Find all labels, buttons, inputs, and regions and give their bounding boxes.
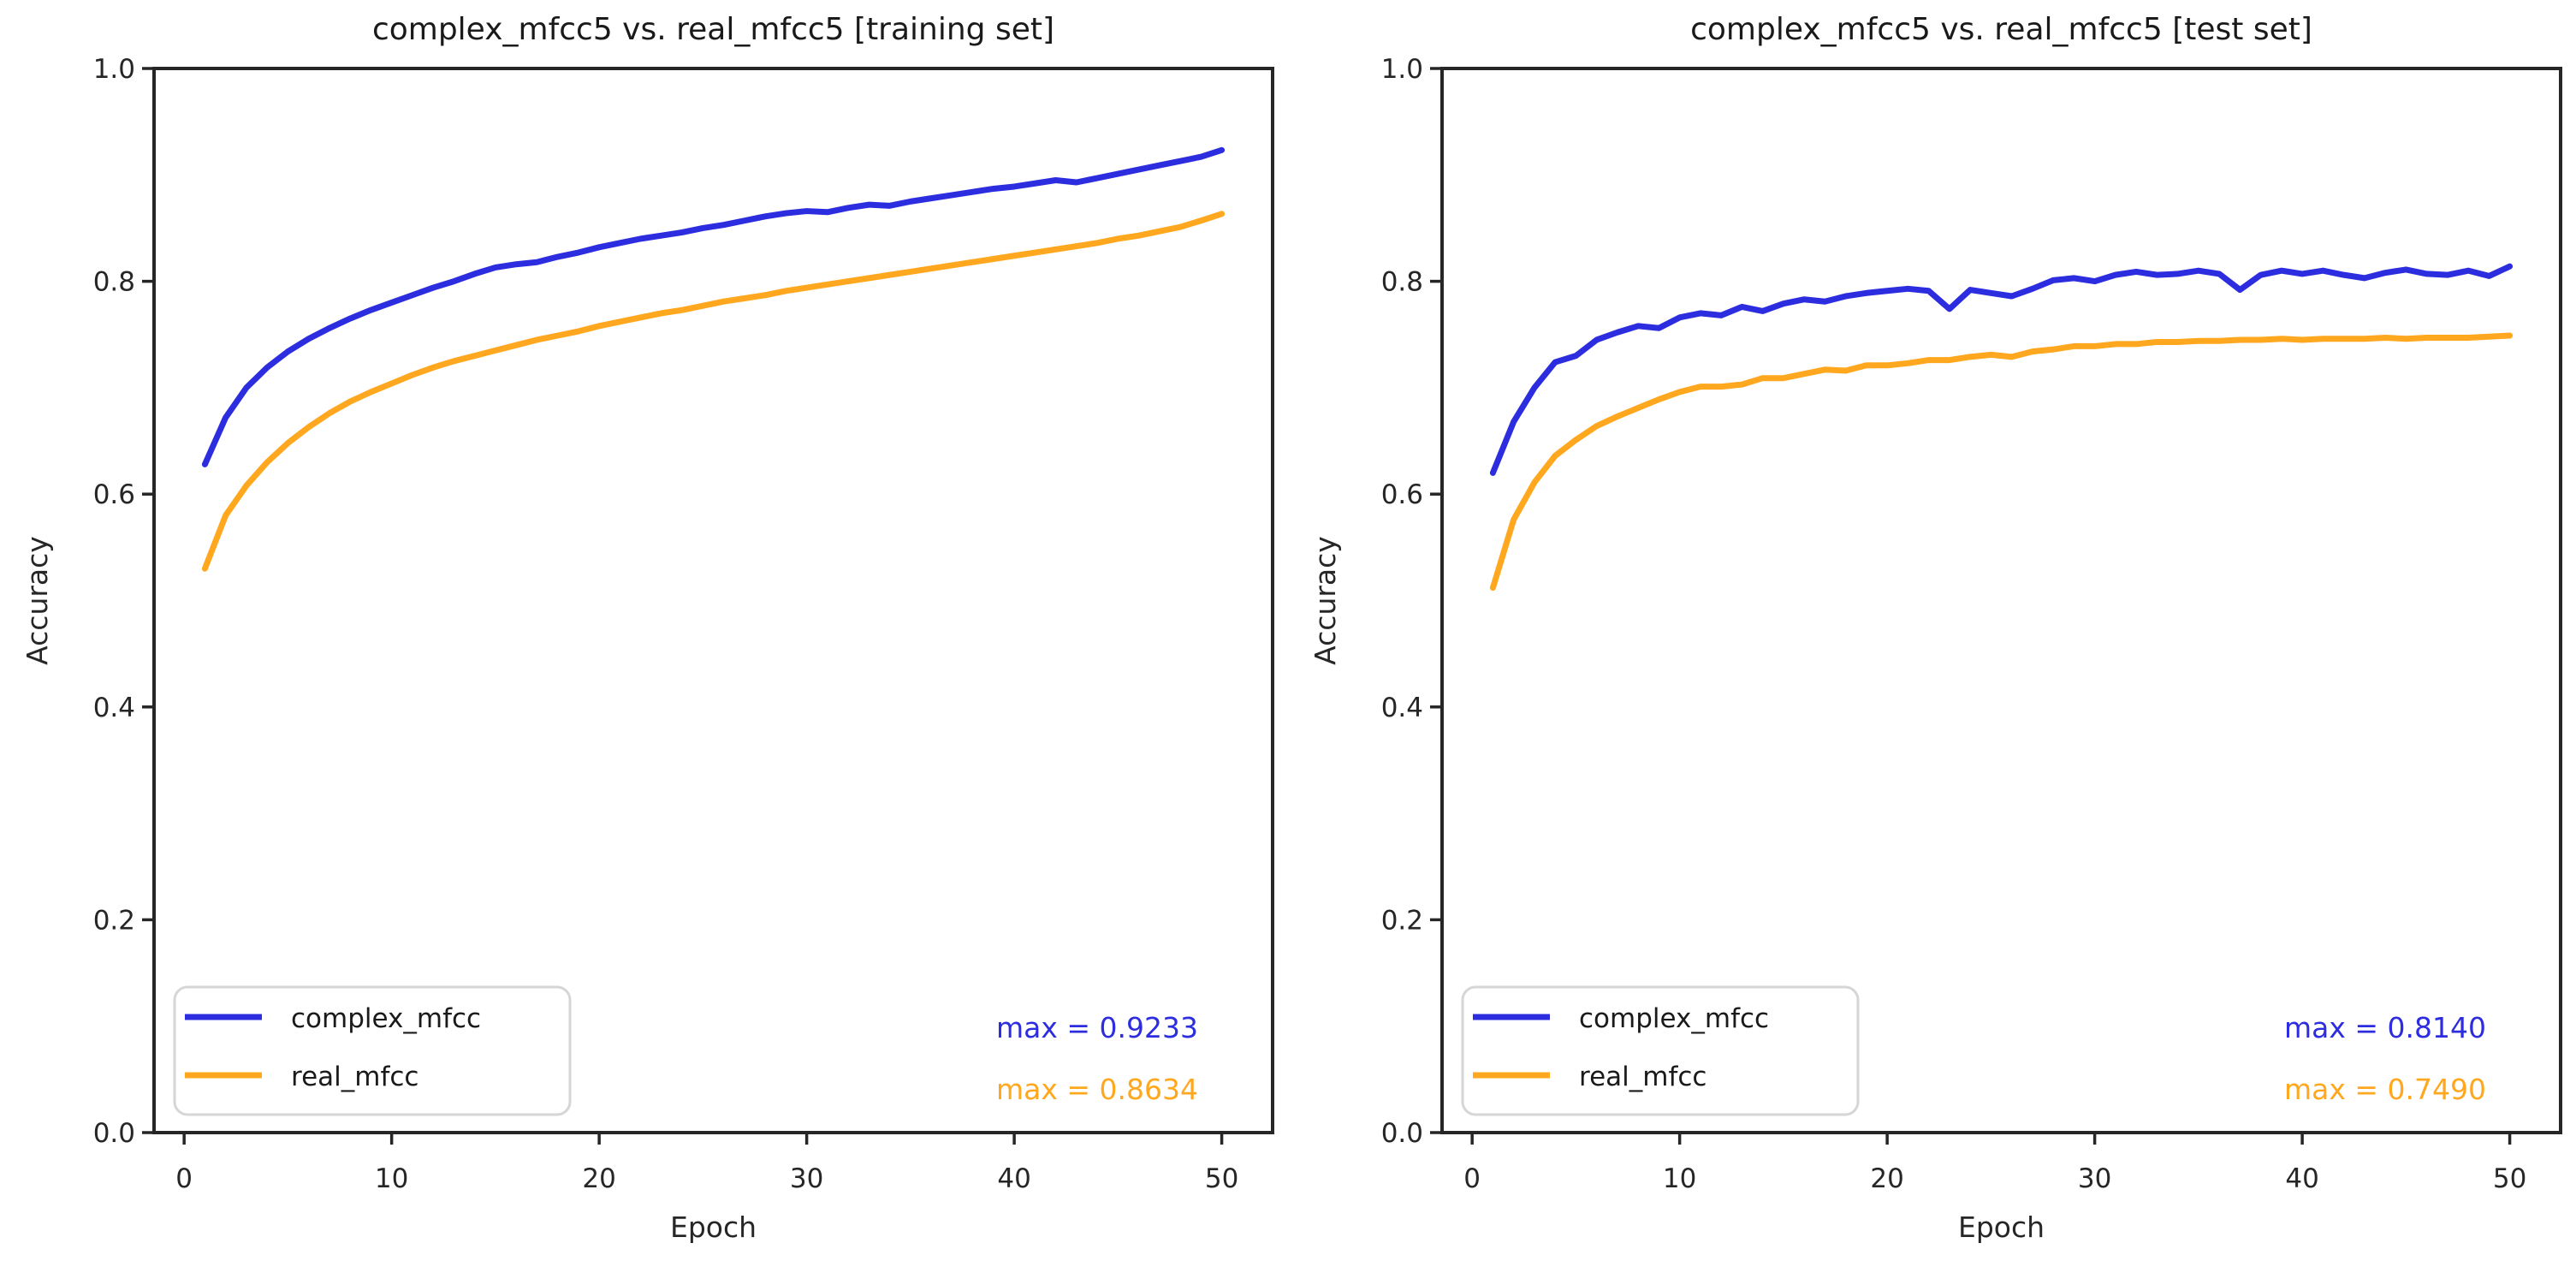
x-axis-label: Epoch	[670, 1210, 757, 1244]
plot-border	[152, 67, 1274, 1134]
y-tick-label: 0.2	[1381, 905, 1423, 936]
series-line-real_mfcc	[1489, 332, 2514, 592]
chart-title: complex_mfcc5 vs. real_mfcc5 [training s…	[372, 12, 1054, 47]
legend-label-complex_mfcc: complex_mfcc	[291, 1003, 481, 1034]
legend-label-complex_mfcc: complex_mfcc	[1579, 1003, 1769, 1034]
legend-box	[1461, 985, 1860, 1116]
legend-label-real_mfcc: real_mfcc	[291, 1062, 418, 1092]
chart-title: complex_mfcc5 vs. real_mfcc5 [test set]	[1690, 12, 2312, 47]
y-tick-label: 0.4	[1381, 693, 1423, 723]
chart-test-set: 0 10 20 30 40 50 0.0 0.2 0.4 0.6 0.8 1.0 complex_mfc…	[1309, 12, 2562, 1244]
x-tick-label: 10	[375, 1163, 408, 1194]
y-tick-label: 0.2	[93, 905, 135, 936]
x-tick-label: 20	[582, 1163, 615, 1194]
x-tick-label: 30	[2078, 1163, 2111, 1194]
y-tick-label: 1.0	[1381, 54, 1423, 85]
legend-label-real_mfcc: real_mfcc	[1579, 1062, 1706, 1092]
max-annotation-real_mfcc: max = 0.8634	[996, 1073, 1198, 1106]
legend-box	[173, 985, 572, 1116]
series-line-real_mfcc	[201, 211, 1226, 572]
y-tick-label: 0.6	[93, 479, 135, 510]
series-line-complex_mfcc	[201, 146, 1226, 467]
plot-border	[1440, 67, 2562, 1134]
max-annotation-real_mfcc: max = 0.7490	[2284, 1073, 2486, 1106]
y-tick-label: 1.0	[93, 54, 135, 85]
chart-training-set: 0 10 20 30 40 50 0.0 0.2 0.4 0.6 0.8 1.0 complex_mfc…	[21, 12, 1274, 1244]
x-tick-label: 10	[1663, 1163, 1696, 1194]
x-tick-label: 50	[1205, 1163, 1238, 1194]
legend: complex_mfcc real_mfcc	[1461, 985, 1860, 1116]
x-axis-label: Epoch	[1958, 1210, 2045, 1244]
y-tick-label: 0.4	[93, 693, 135, 723]
x-tick-label: 0	[1463, 1163, 1481, 1194]
x-tick-label: 40	[2285, 1163, 2318, 1194]
x-tick-label: 30	[790, 1163, 823, 1194]
legend: complex_mfcc real_mfcc	[173, 985, 572, 1116]
x-tick-label: 0	[175, 1163, 193, 1194]
y-tick-label: 0.8	[93, 267, 135, 298]
y-axis-label: Accuracy	[1309, 536, 1342, 665]
y-tick-label: 0.6	[1381, 479, 1423, 510]
series-line-complex_mfcc	[1489, 263, 2514, 476]
max-annotation-complex_mfcc: max = 0.8140	[2284, 1011, 2486, 1044]
y-tick-label: 0.8	[1381, 267, 1423, 298]
y-axis-label: Accuracy	[21, 536, 54, 665]
y-tick-label: 0.0	[1381, 1118, 1423, 1149]
x-tick-label: 20	[1870, 1163, 1903, 1194]
y-tick-label: 0.0	[93, 1118, 135, 1149]
x-tick-label: 40	[997, 1163, 1030, 1194]
x-tick-label: 50	[2493, 1163, 2526, 1194]
max-annotation-complex_mfcc: max = 0.9233	[996, 1011, 1198, 1044]
